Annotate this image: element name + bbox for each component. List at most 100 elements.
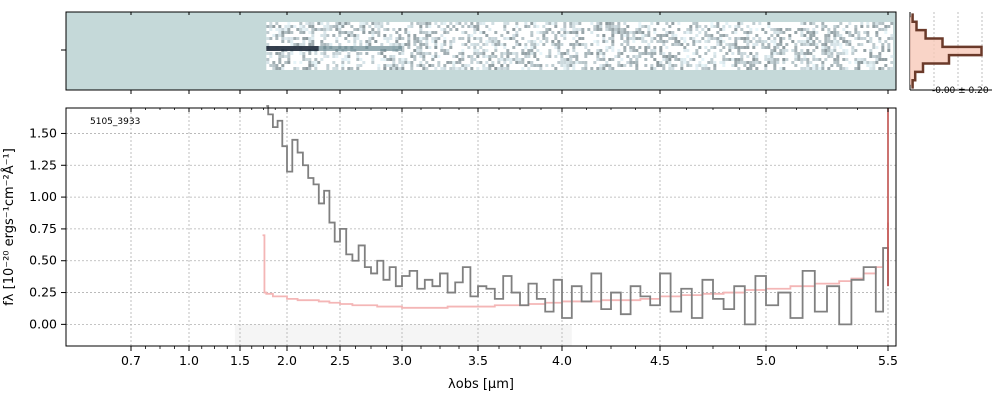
noise-pixel xyxy=(755,55,759,58)
noise-pixel xyxy=(722,58,726,61)
noise-pixel xyxy=(521,52,525,55)
noise-pixel xyxy=(437,37,441,40)
noise-pixel xyxy=(719,61,723,64)
noise-pixel xyxy=(413,34,417,37)
noise-pixel xyxy=(416,49,420,52)
noise-pixel xyxy=(470,34,474,37)
noise-pixel xyxy=(314,64,318,67)
noise-pixel xyxy=(347,40,351,43)
noise-pixel xyxy=(458,52,462,55)
noise-pixel xyxy=(737,46,741,49)
noise-pixel xyxy=(461,64,465,67)
noise-pixel xyxy=(566,61,570,64)
noise-pixel xyxy=(419,52,423,55)
noise-pixel xyxy=(611,49,615,52)
noise-pixel xyxy=(530,52,534,55)
noise-pixel xyxy=(314,61,318,64)
noise-pixel xyxy=(806,43,810,46)
noise-pixel xyxy=(794,58,798,61)
noise-pixel xyxy=(599,28,603,31)
y-axis-label: fλ [10⁻²⁰ ergs⁻¹cm⁻²Å⁻¹] xyxy=(1,148,17,306)
noise-pixel xyxy=(881,22,885,25)
noise-pixel xyxy=(833,43,837,46)
noise-pixel xyxy=(482,52,486,55)
noise-pixel xyxy=(644,52,648,55)
noise-pixel xyxy=(629,49,633,52)
noise-pixel xyxy=(461,25,465,28)
noise-pixel xyxy=(698,61,702,64)
noise-pixel xyxy=(755,58,759,61)
noise-pixel xyxy=(278,31,282,34)
noise-pixel xyxy=(560,52,564,55)
noise-pixel xyxy=(425,61,429,64)
noise-pixel xyxy=(815,25,819,28)
noise-pixel xyxy=(851,52,855,55)
noise-pixel xyxy=(608,37,612,40)
noise-pixel xyxy=(590,22,594,25)
noise-pixel xyxy=(464,67,468,70)
noise-pixel xyxy=(356,37,360,40)
noise-pixel xyxy=(818,40,822,43)
noise-pixel xyxy=(353,43,357,46)
noise-pixel xyxy=(575,28,579,31)
noise-pixel xyxy=(803,34,807,37)
noise-pixel xyxy=(695,40,699,43)
noise-pixel xyxy=(338,43,342,46)
noise-pixel xyxy=(581,31,585,34)
noise-pixel xyxy=(776,61,780,64)
x-axis-ticks: 0.7 1.0 1.5 2.0 2.5 3.0 3.5 4.0 4.5 5.0 5.5 xyxy=(121,108,898,368)
x-tick-label: 4.5 xyxy=(650,353,670,368)
noise-pixel xyxy=(713,46,717,49)
noise-pixel xyxy=(662,28,666,31)
noise-pixel xyxy=(698,64,702,67)
noise-pixel xyxy=(488,58,492,61)
noise-pixel xyxy=(428,22,432,25)
noise-pixel xyxy=(281,52,285,55)
noise-pixel xyxy=(482,64,486,67)
noise-pixel xyxy=(299,22,303,25)
noise-pixel xyxy=(272,64,276,67)
noise-pixel xyxy=(470,43,474,46)
noise-pixel xyxy=(815,46,819,49)
noise-pixel xyxy=(359,58,363,61)
noise-pixel xyxy=(740,22,744,25)
noise-pixel xyxy=(341,58,345,61)
noise-pixel xyxy=(491,64,495,67)
noise-pixel xyxy=(827,67,831,70)
noise-pixel xyxy=(473,58,477,61)
noise-pixel xyxy=(308,52,312,55)
noise-pixel xyxy=(848,61,852,64)
noise-pixel xyxy=(473,43,477,46)
noise-pixel xyxy=(713,55,717,58)
noise-pixel xyxy=(572,31,576,34)
spatial-profile-panel: -0.00 ± 0.20 xyxy=(909,12,992,96)
noise-pixel xyxy=(560,34,564,37)
noise-pixel xyxy=(731,52,735,55)
noise-pixel xyxy=(368,37,372,40)
noise-pixel xyxy=(332,67,336,70)
noise-pixel xyxy=(824,25,828,28)
noise-pixel xyxy=(371,37,375,40)
noise-pixel xyxy=(662,55,666,58)
noise-pixel xyxy=(437,55,441,58)
noise-pixel xyxy=(608,58,612,61)
noise-pixel xyxy=(632,40,636,43)
noise-pixel xyxy=(503,28,507,31)
noise-pixel xyxy=(311,43,315,46)
noise-pixel xyxy=(503,25,507,28)
noise-pixel xyxy=(443,64,447,67)
noise-pixel xyxy=(452,40,456,43)
noise-pixel xyxy=(620,64,624,67)
noise-pixel xyxy=(299,31,303,34)
noise-pixel xyxy=(614,31,618,34)
noise-pixel xyxy=(491,37,495,40)
noise-pixel xyxy=(698,40,702,43)
noise-pixel xyxy=(485,49,489,52)
x-tick-label: 2.0 xyxy=(277,353,297,368)
noise-pixel xyxy=(695,34,699,37)
noise-pixel xyxy=(428,46,432,49)
noise-pixel xyxy=(827,49,831,52)
noise-pixel xyxy=(839,46,843,49)
noise-pixel xyxy=(752,37,756,40)
noise-pixel xyxy=(710,61,714,64)
